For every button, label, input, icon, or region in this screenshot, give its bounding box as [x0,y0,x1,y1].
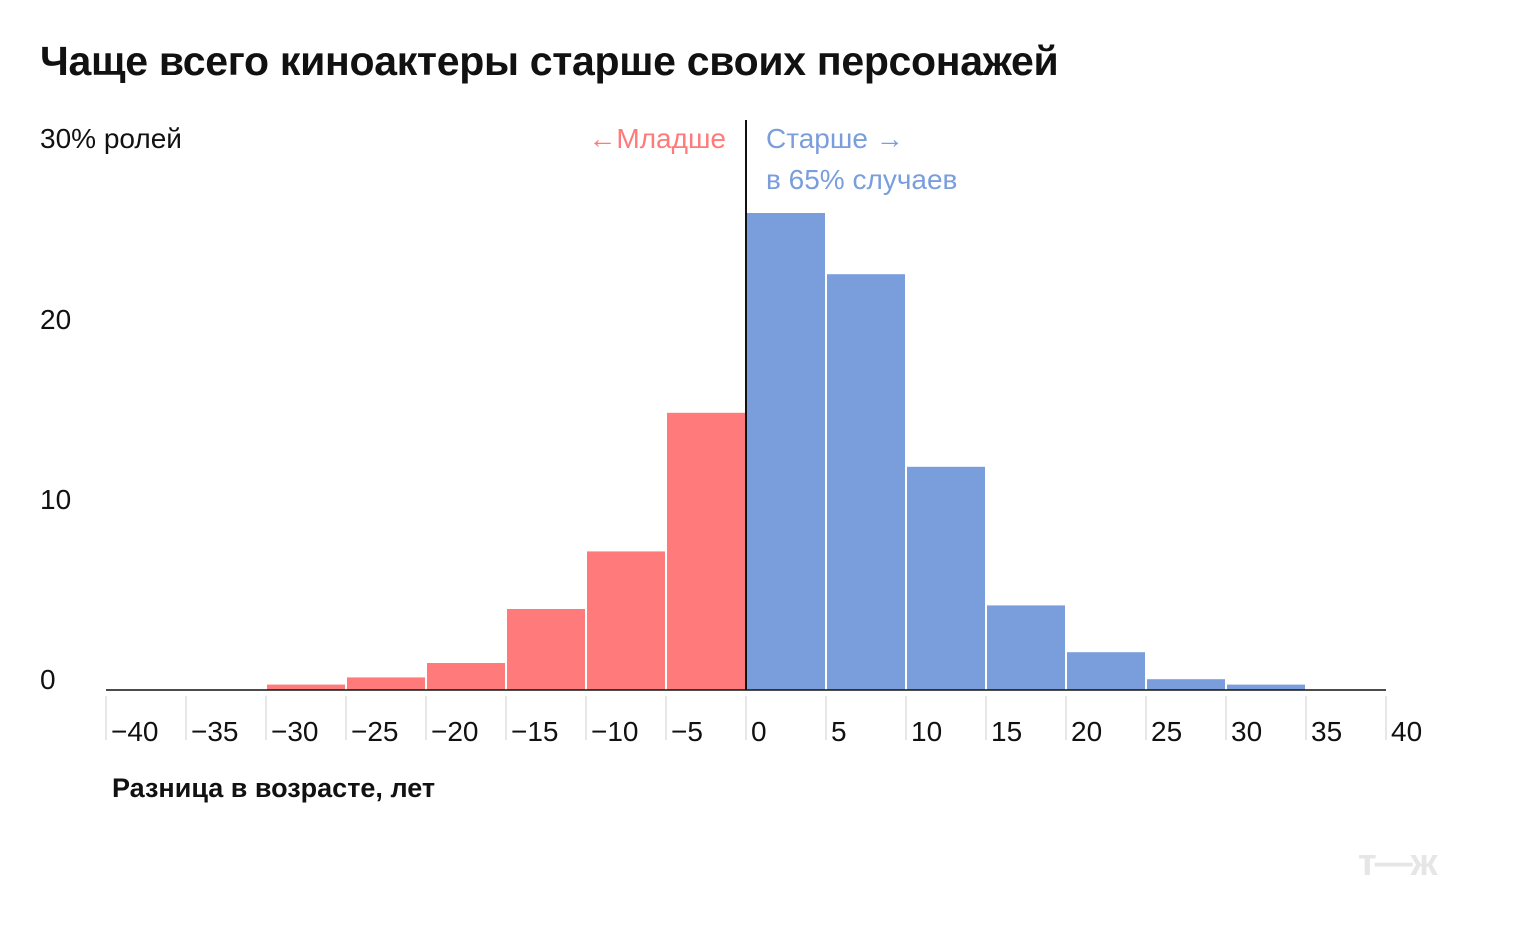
histogram-bar [587,551,665,690]
y-tick-label: 10 [40,484,71,515]
histogram-bar [267,684,345,690]
y-axis-label: 30% ролей [40,123,182,154]
x-tick-label: 35 [1311,716,1342,747]
histogram-bar [907,466,985,690]
x-tick-label: −10 [591,716,639,747]
annotation-older-share: в 65% случаев [766,164,957,195]
histogram-bar [747,213,825,690]
x-tick-label: −15 [511,716,559,747]
x-tick-label: 25 [1151,716,1182,747]
y-tick-label: 20 [40,304,71,335]
x-tick-label: −30 [271,716,319,747]
annotations: 30% ролей ←Младше Старше → в 65% случаев [40,123,957,195]
x-tick-label: 5 [831,716,847,747]
x-tick-label: 10 [911,716,942,747]
x-tick-label: 20 [1071,716,1102,747]
brand-logo: т—ж [1358,842,1438,884]
histogram-bar [1067,652,1145,690]
histogram-bar [507,609,585,690]
x-tick-label: −40 [111,716,159,747]
histogram-bar [347,677,425,690]
annotation-younger: ←Младше [588,123,726,154]
x-tick-label: 0 [751,716,767,747]
y-tick-label: 0 [40,664,56,695]
chart-title: Чаще всего киноактеры старше своих персо… [40,38,1059,84]
x-tick-label: 40 [1391,716,1422,747]
annotation-older: Старше → [766,123,904,154]
x-axis: −40 −35 −30 −25 −20 −15 −10 −5 0 5 10 15 20 25 30 35 40 [105,120,1422,747]
x-axis-label: Разница в возрасте, лет [112,773,436,803]
y-axis-ticks: 0 10 20 [40,304,71,695]
histogram-bar [1147,679,1225,690]
x-tick-label: −20 [431,716,479,747]
histogram-bar [667,412,745,690]
x-tick-label: −25 [351,716,399,747]
bars [267,213,1305,690]
x-tick-label: 15 [991,716,1022,747]
histogram-bar [987,605,1065,690]
histogram-bar [827,274,905,690]
histogram-bar [427,663,505,690]
x-tick-label: −35 [191,716,239,747]
x-tick-label: 30 [1231,716,1262,747]
histogram-bar [1227,684,1305,690]
x-tick-label: −5 [671,716,703,747]
